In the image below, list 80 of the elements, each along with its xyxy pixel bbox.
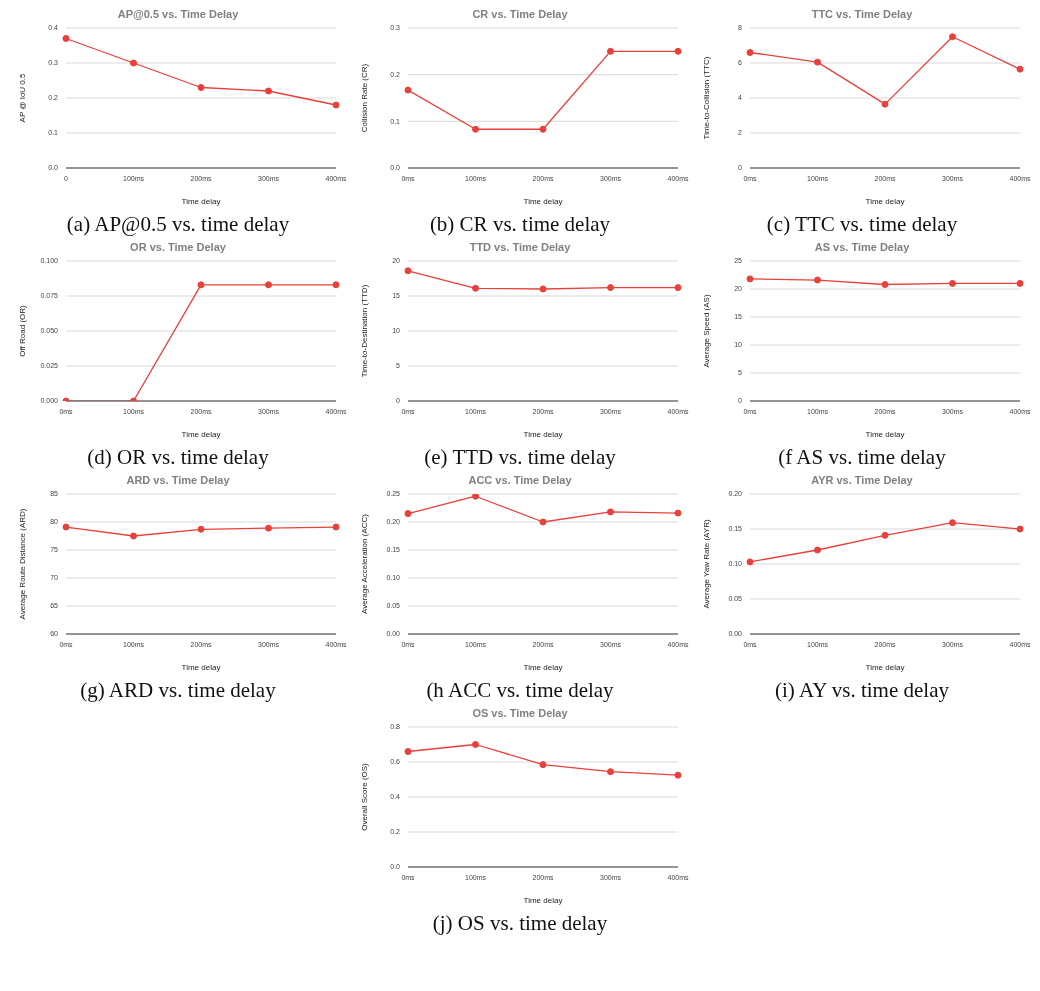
y-axis-title: Average Yaw Rate (AYR): [701, 519, 711, 609]
point: [607, 284, 614, 292]
y-axis-title: Overall Score (OS): [359, 762, 369, 831]
point: [881, 100, 889, 108]
y-axis-title: Average Acceleration (ACC): [359, 513, 369, 614]
y-axis-title: AP @ IoU 0.5: [17, 73, 27, 123]
point: [404, 267, 412, 275]
point: [674, 771, 682, 779]
point: [404, 510, 412, 518]
x-axis-title: Time delay: [523, 197, 563, 206]
point: [674, 47, 682, 55]
chart-title: CR vs. Time Delay: [471, 8, 569, 22]
point: [472, 494, 479, 500]
text: (i) AY vs. time delay: [774, 678, 950, 703]
x-axis-title: Time delay: [523, 896, 563, 905]
point: [746, 558, 754, 566]
y-axis-title: Time-to-Destination (TTD): [359, 284, 369, 378]
point: [1016, 65, 1024, 73]
point: [265, 524, 272, 532]
x-axis-title: Time delay: [523, 430, 563, 439]
y-axis-title: Collision Rate (CR): [359, 63, 369, 133]
point: [332, 101, 340, 109]
point: [539, 761, 547, 769]
point: [404, 748, 412, 755]
point: [539, 518, 547, 526]
chart-title: ACC vs. Time Delay: [467, 474, 573, 488]
point: [62, 35, 70, 42]
point: [814, 58, 821, 66]
text: (h ACC vs. time delay: [425, 678, 615, 703]
point: [814, 546, 821, 554]
x-axis-title: Time delay: [865, 663, 905, 672]
point: [197, 84, 205, 91]
x-axis-title: Time delay: [181, 197, 221, 206]
point: [746, 49, 754, 56]
text: (f AS vs. time delay: [777, 445, 947, 470]
point: [539, 125, 547, 133]
point: [949, 33, 956, 41]
y-axis-title: Average Route Distance (ARD): [17, 508, 27, 620]
point: [332, 523, 340, 531]
y-axis-title: Average Speed (AS): [701, 294, 711, 368]
x-axis-title: Time delay: [865, 197, 905, 206]
point: [62, 523, 70, 531]
text: (g) ARD vs. time delay: [79, 678, 277, 703]
x-axis-title: Time delay: [181, 663, 221, 672]
point: [265, 87, 272, 95]
point: [472, 741, 479, 748]
chart-title: OR vs. Time Delay: [129, 241, 227, 255]
point: [949, 519, 956, 527]
point: [607, 508, 614, 516]
point: [539, 285, 547, 293]
text: (a) AP@0.5 vs. time delay: [65, 212, 291, 237]
text: (b) CR vs. time delay: [428, 212, 612, 237]
chart-title: AS vs. Time Delay: [813, 241, 911, 255]
point: [607, 768, 614, 776]
chart-title: AP@0.5 vs. Time Delay: [116, 8, 240, 22]
text: (c) TTC vs. time delay: [765, 212, 959, 237]
point: [472, 125, 479, 133]
text: (j) OS vs. time delay: [431, 911, 609, 936]
point: [674, 509, 682, 517]
point: [130, 532, 137, 540]
point: [607, 47, 614, 55]
chart-title: TTD vs. Time Delay: [468, 241, 572, 255]
text: (e) TTD vs. time delay: [423, 445, 617, 470]
point: [674, 284, 682, 292]
point: [130, 59, 137, 67]
y-axis-title: Off Road (OR): [17, 304, 27, 357]
point: [197, 525, 205, 533]
text: (d) OR vs. time delay: [86, 445, 270, 470]
y-axis-title: Time-to-Collision (TTC): [701, 56, 711, 140]
x-axis-title: Time delay: [865, 430, 905, 439]
chart-title: OS vs. Time Delay: [471, 707, 569, 721]
point: [404, 86, 412, 94]
x-axis-title: Time delay: [523, 663, 563, 672]
point: [881, 531, 889, 539]
point: [1016, 525, 1024, 533]
chart-title: ARD vs. Time Delay: [125, 474, 231, 488]
chart-title: TTC vs. Time Delay: [810, 8, 914, 22]
x-axis-title: Time delay: [181, 430, 221, 439]
point: [472, 284, 479, 292]
chart-title: AYR vs. Time Delay: [810, 474, 914, 488]
